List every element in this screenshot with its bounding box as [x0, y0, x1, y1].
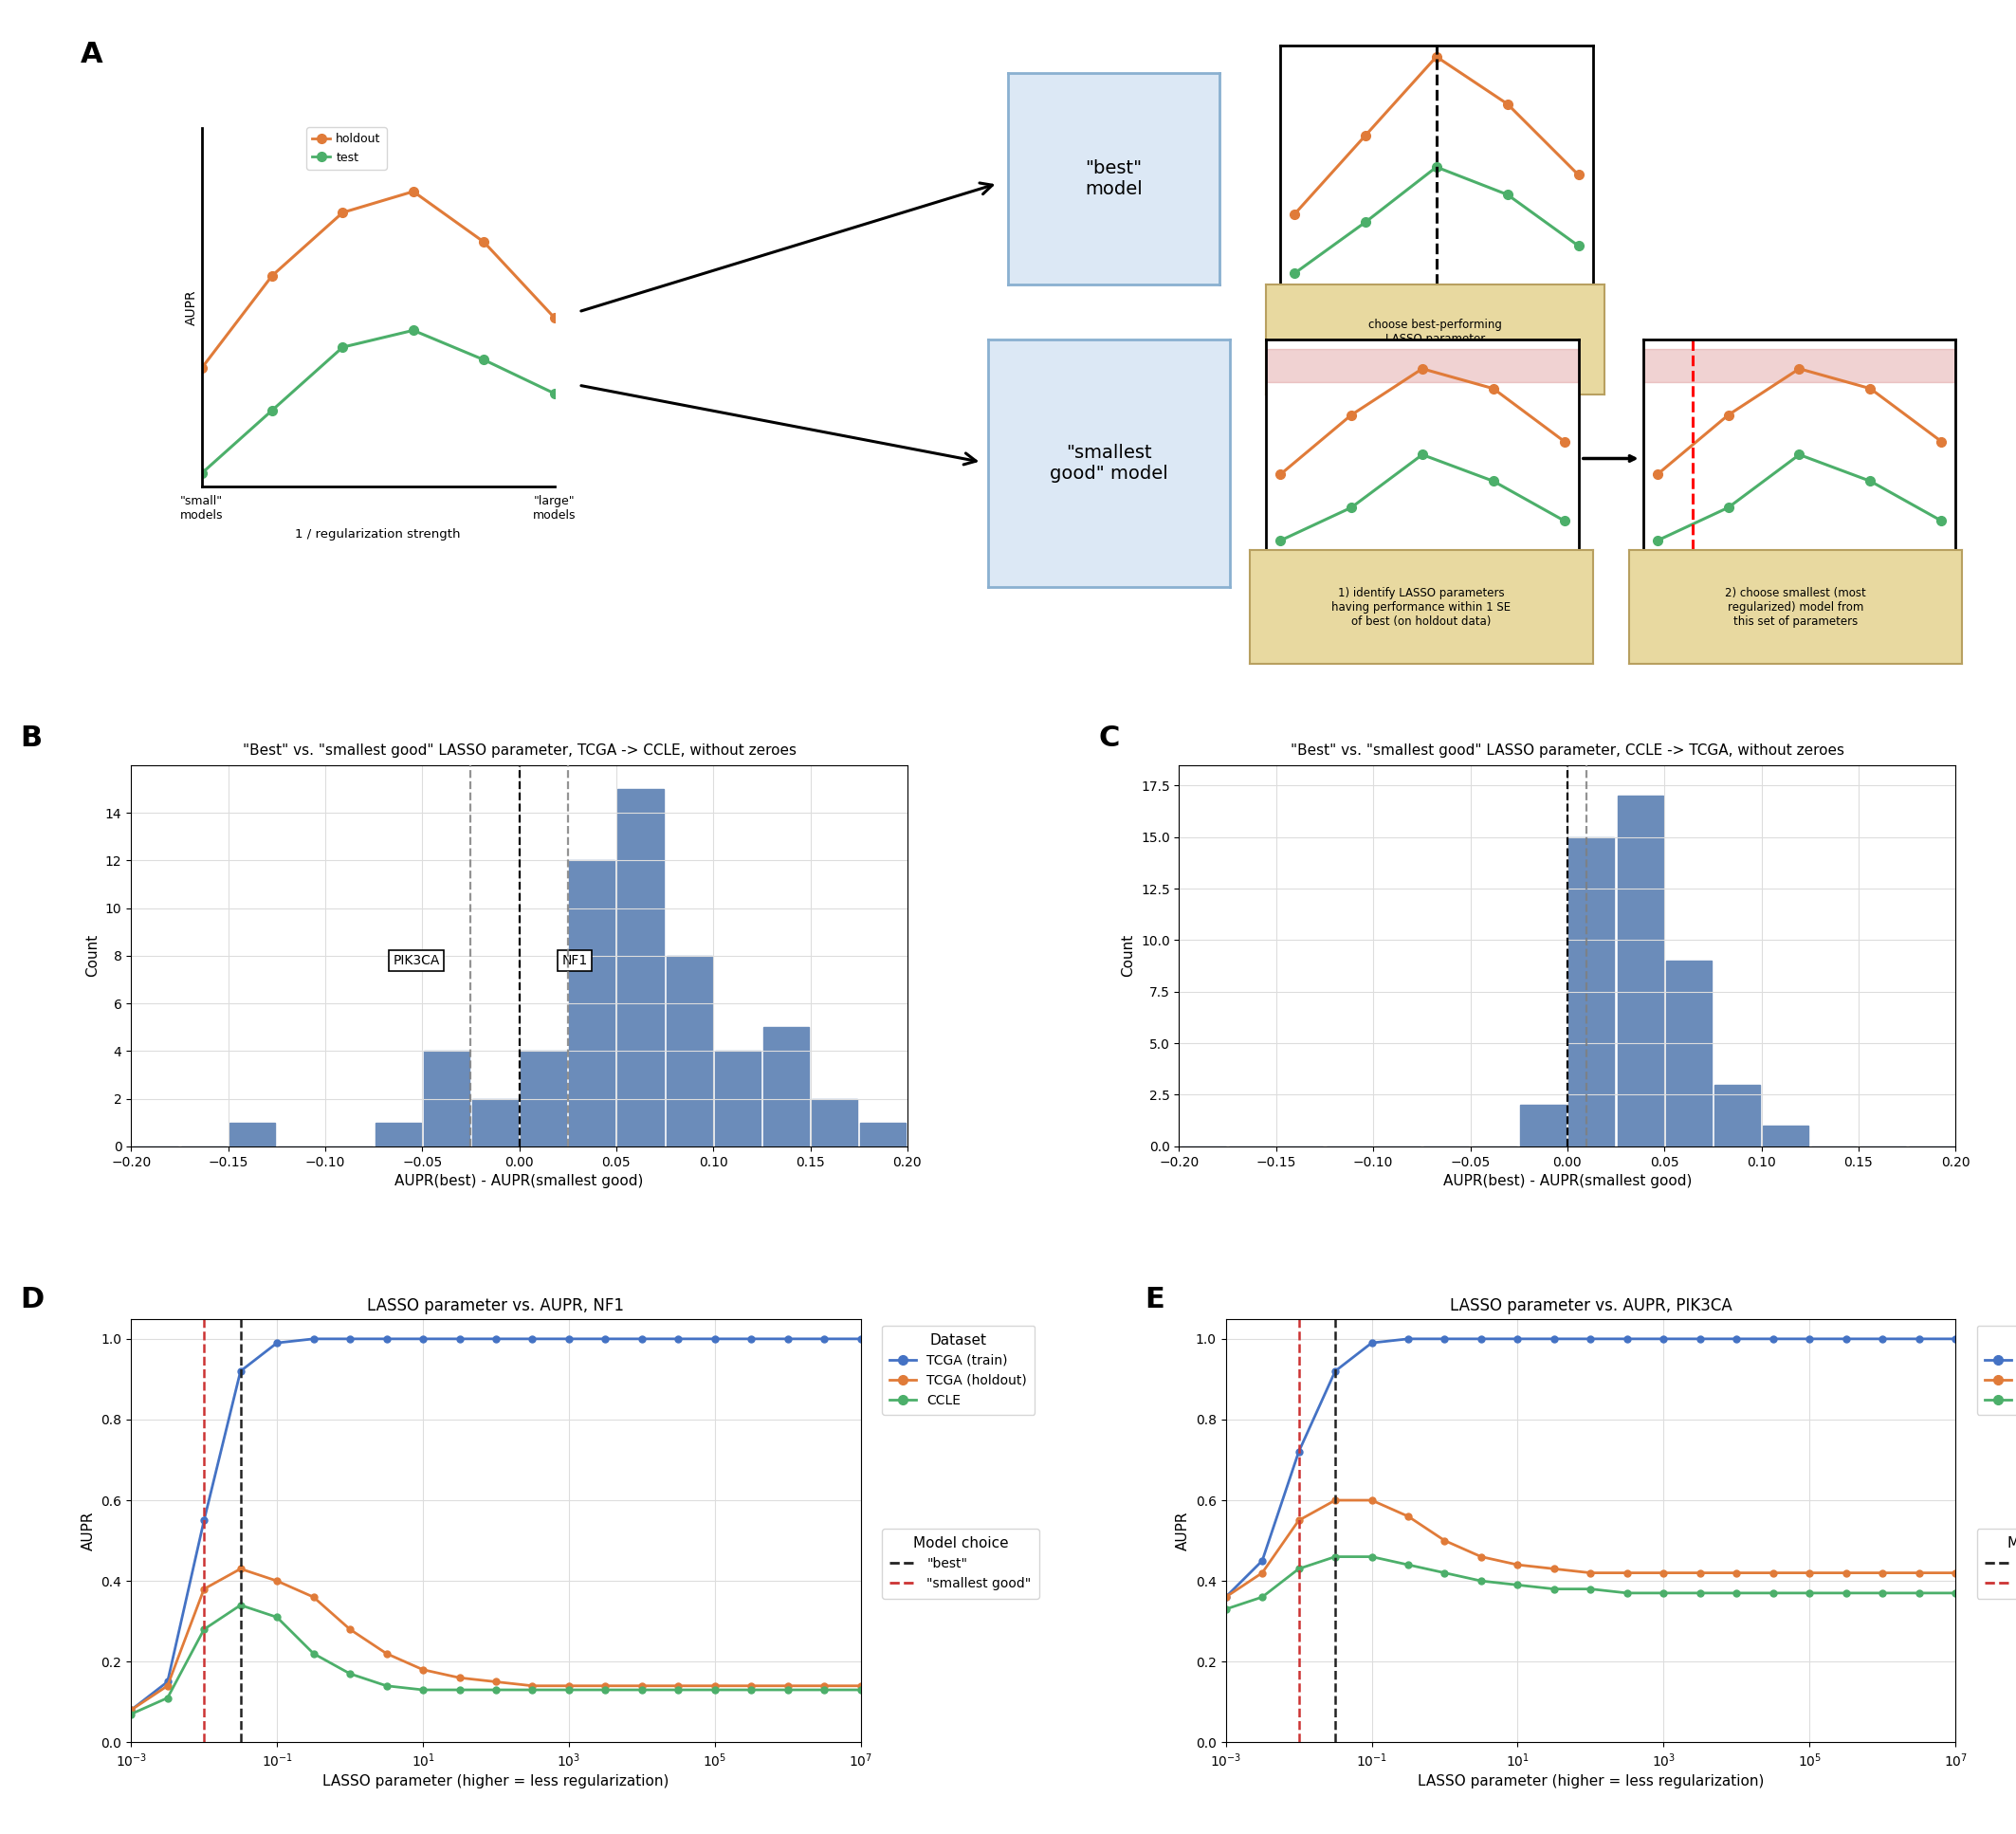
Text: NF1: NF1 [562, 954, 589, 967]
Y-axis label: Count: Count [1121, 934, 1135, 978]
Bar [716, 1051, 760, 1146]
Text: E: E [1145, 1286, 1165, 1313]
Bar [520, 1051, 566, 1146]
X-axis label: 1 / regularization strength: 1 / regularization strength [294, 528, 462, 541]
Bar [861, 1122, 905, 1146]
Text: D: D [20, 1286, 44, 1313]
Text: PIK3CA: PIK3CA [393, 954, 439, 967]
Bar [1568, 836, 1615, 1146]
Bar [1714, 1084, 1760, 1146]
Bar [1266, 348, 1579, 381]
Bar [569, 860, 615, 1146]
Bar [1520, 1106, 1566, 1146]
Y-axis label: Count: Count [85, 934, 101, 978]
Bar [617, 789, 663, 1146]
Title: "Best" vs. "smallest good" LASSO parameter, CCLE -> TCGA, without zeroes: "Best" vs. "smallest good" LASSO paramet… [1290, 743, 1845, 757]
Legend: "best", "smallest good": "best", "smallest good" [883, 1528, 1038, 1599]
Legend: holdout, test: holdout, test [306, 127, 387, 169]
Bar [764, 1027, 808, 1146]
Text: B: B [20, 724, 42, 752]
Title: LASSO parameter vs. AUPR, NF1: LASSO parameter vs. AUPR, NF1 [367, 1297, 625, 1315]
X-axis label: AUPR(best) - AUPR(smallest good): AUPR(best) - AUPR(smallest good) [395, 1174, 643, 1188]
Bar [230, 1122, 274, 1146]
Y-axis label: AUPR: AUPR [1175, 1511, 1189, 1550]
Title: LASSO parameter vs. AUPR, PIK3CA: LASSO parameter vs. AUPR, PIK3CA [1450, 1297, 1732, 1315]
Bar [1617, 796, 1663, 1146]
Text: "best"
model: "best" model [1085, 160, 1143, 198]
Text: C: C [1099, 724, 1119, 752]
Y-axis label: AUPR: AUPR [183, 290, 198, 325]
Bar [1643, 348, 1956, 381]
Bar [472, 1099, 518, 1146]
Legend: "best", "smallest good": "best", "smallest good" [1978, 1528, 2016, 1599]
X-axis label: LASSO parameter (higher = less regularization): LASSO parameter (higher = less regulariz… [323, 1775, 669, 1788]
X-axis label: LASSO parameter (higher = less regularization): LASSO parameter (higher = less regulariz… [1417, 1775, 1764, 1788]
Text: A: A [81, 40, 103, 68]
Bar [812, 1099, 857, 1146]
Text: choose best-performing
LASSO parameter
(on holdout data): choose best-performing LASSO parameter (… [1369, 319, 1502, 359]
Bar [665, 956, 712, 1146]
Title: "Best" vs. "smallest good" LASSO parameter, TCGA -> CCLE, without zeroes: "Best" vs. "smallest good" LASSO paramet… [242, 743, 796, 757]
Bar [1762, 1126, 1808, 1146]
Text: "smallest
good" model: "smallest good" model [1050, 444, 1167, 482]
Y-axis label: AUPR: AUPR [81, 1511, 95, 1550]
Bar [1665, 961, 1712, 1146]
Bar [423, 1051, 470, 1146]
Text: 2) choose smallest (most
regularized) model from
this set of parameters: 2) choose smallest (most regularized) mo… [1726, 587, 1865, 627]
X-axis label: AUPR(best) - AUPR(smallest good): AUPR(best) - AUPR(smallest good) [1443, 1174, 1691, 1188]
Bar [375, 1122, 421, 1146]
Text: 1) identify LASSO parameters
having performance within 1 SE
of best (on holdout : 1) identify LASSO parameters having perf… [1333, 587, 1510, 627]
